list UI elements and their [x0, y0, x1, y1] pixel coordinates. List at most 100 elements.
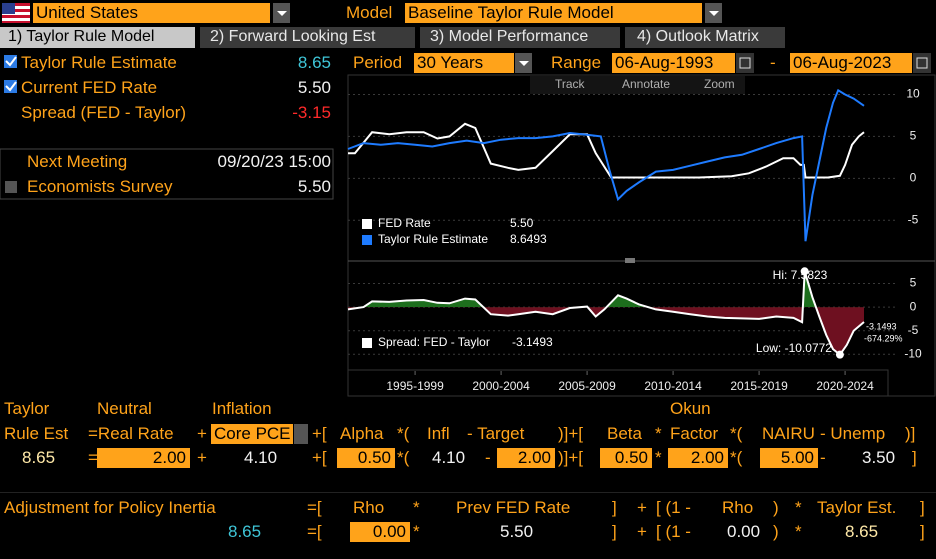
inertia-value: + — [637, 522, 647, 541]
inertia-value: 8.65 — [228, 522, 262, 541]
formula-term: *( — [730, 424, 743, 443]
dropdown-arrow[interactable] — [294, 424, 308, 444]
y-tick-label: 10 — [906, 87, 920, 101]
range-end[interactable]: 06-Aug-2023 — [790, 53, 912, 73]
inertia-value: ) — [773, 522, 779, 541]
inertia-term: Prev FED Rate — [456, 498, 571, 517]
formula-value: + — [197, 448, 207, 467]
meeting-value: 09/20/23 15:00 — [217, 152, 331, 171]
formula-term: +[ — [312, 424, 327, 443]
legend-value: 5.50 — [510, 216, 534, 230]
formula-header: Inflation — [212, 399, 272, 418]
formula-value: ] — [912, 448, 917, 467]
legend-label: FED Rate — [378, 216, 431, 230]
calendar-icon[interactable] — [736, 53, 754, 73]
toolbar-button[interactable]: Track — [555, 77, 586, 91]
high-label: Hi: 7.5823 — [773, 268, 828, 282]
model-label: Model — [346, 3, 393, 22]
inflation-select[interactable]: Core PCE — [211, 424, 293, 444]
summary-value: 5.50 — [297, 78, 331, 97]
flag — [2, 3, 30, 23]
formula-header: Okun — [670, 399, 711, 418]
inertia-value: 8.65 — [845, 522, 879, 541]
formula-term: Beta — [607, 424, 642, 443]
legend-swatch — [362, 338, 372, 348]
legend-swatch — [362, 235, 372, 245]
toolbar-button[interactable]: Zoom — [704, 77, 735, 91]
inertia-term: Adjustment for Policy Inertia — [4, 498, 216, 517]
inertia-term: Rho — [722, 498, 754, 517]
formula-term: Infl — [427, 424, 450, 443]
tab[interactable] — [625, 27, 785, 48]
legend-value: -3.1493 — [512, 335, 553, 349]
formula-value: 4.10 — [432, 448, 466, 467]
series-line — [348, 122, 865, 179]
calendar-icon[interactable] — [913, 53, 931, 73]
model-select[interactable]: Baseline Taylor Rule Model — [405, 3, 702, 23]
change-value: -674.29% — [864, 333, 903, 343]
input-field[interactable]: 0.50 — [337, 448, 395, 468]
summary-label: Current FED Rate — [21, 78, 158, 97]
tab-label[interactable]: 1) Taylor Rule Model — [8, 28, 155, 45]
legend-label: Spread: FED - Taylor — [378, 335, 490, 349]
formula-value: *( — [730, 448, 743, 467]
tab-label[interactable]: 2) Forward Looking Est — [210, 28, 376, 45]
tab[interactable] — [200, 27, 415, 48]
formula-term: + — [197, 424, 207, 443]
inertia-value: 5.50 — [500, 522, 534, 541]
tab-label[interactable]: 4) Outlook Matrix — [637, 28, 759, 45]
formula-value: *( — [397, 448, 410, 467]
formula-term: Factor — [670, 424, 719, 443]
range-label: Range — [551, 53, 602, 72]
formula-header: Taylor — [4, 399, 50, 418]
formula-value: - — [820, 448, 826, 467]
summary-value: 8.65 — [297, 53, 331, 72]
checkbox[interactable] — [4, 80, 17, 93]
tab-selected[interactable] — [0, 27, 195, 48]
legend-value: 8.6493 — [510, 232, 547, 246]
last-value: -3.1493 — [866, 321, 897, 331]
input-field[interactable]: 2.00 — [497, 448, 555, 468]
country-select[interactable]: United States — [33, 3, 270, 23]
input-field[interactable]: 5.00 — [760, 448, 818, 468]
x-tick-label: 1995-1999 — [386, 379, 444, 393]
legend-label: Taylor Rule Estimate — [378, 232, 488, 246]
inertia-value: 0.00 — [727, 522, 761, 541]
inertia-term: * — [413, 498, 420, 517]
formula-term: * — [655, 424, 662, 443]
input-field[interactable]: 2.00 — [668, 448, 728, 468]
high-marker — [800, 267, 809, 276]
inertia-term: + — [637, 498, 647, 517]
formula-term: - Target — [467, 424, 525, 443]
period-select[interactable]: 30 Years — [414, 53, 514, 73]
range-dash: - — [770, 53, 776, 72]
input-field[interactable]: 2.00 — [97, 448, 190, 468]
formula-term: =Real Rate — [88, 424, 174, 443]
summary-label: Taylor Rule Estimate — [21, 53, 177, 72]
x-tick-label: 2020-2024 — [816, 379, 874, 393]
checkbox[interactable] — [4, 55, 17, 68]
toolbar-button[interactable]: Annotate — [622, 77, 670, 91]
y-tick-label: 0 — [910, 170, 917, 184]
formula-value: - — [485, 448, 491, 467]
input-field[interactable]: 0.00 — [350, 522, 410, 542]
input-field[interactable]: 0.50 — [600, 448, 652, 468]
checkbox[interactable] — [5, 181, 17, 193]
inertia-term: ] — [612, 498, 617, 517]
area-positive — [348, 271, 864, 308]
series-line — [347, 271, 865, 357]
inertia-value: [ (1 - — [656, 522, 691, 541]
range-start[interactable]: 06-Aug-1993 — [612, 53, 735, 73]
inertia-term: Rho — [353, 498, 385, 517]
formula-value: +[ — [312, 448, 327, 467]
formula-header: Neutral — [97, 399, 152, 418]
x-tick-label: 2005-2009 — [558, 379, 616, 393]
tab[interactable] — [420, 27, 620, 48]
inertia-value: * — [413, 522, 420, 541]
inertia-term: [ (1 - — [656, 498, 691, 517]
inertia-term: Taylor Est. — [817, 498, 897, 517]
formula-term: )]+[ — [558, 424, 584, 443]
formula-value: 4.10 — [244, 448, 278, 467]
tab-label[interactable]: 3) Model Performance — [430, 28, 589, 45]
